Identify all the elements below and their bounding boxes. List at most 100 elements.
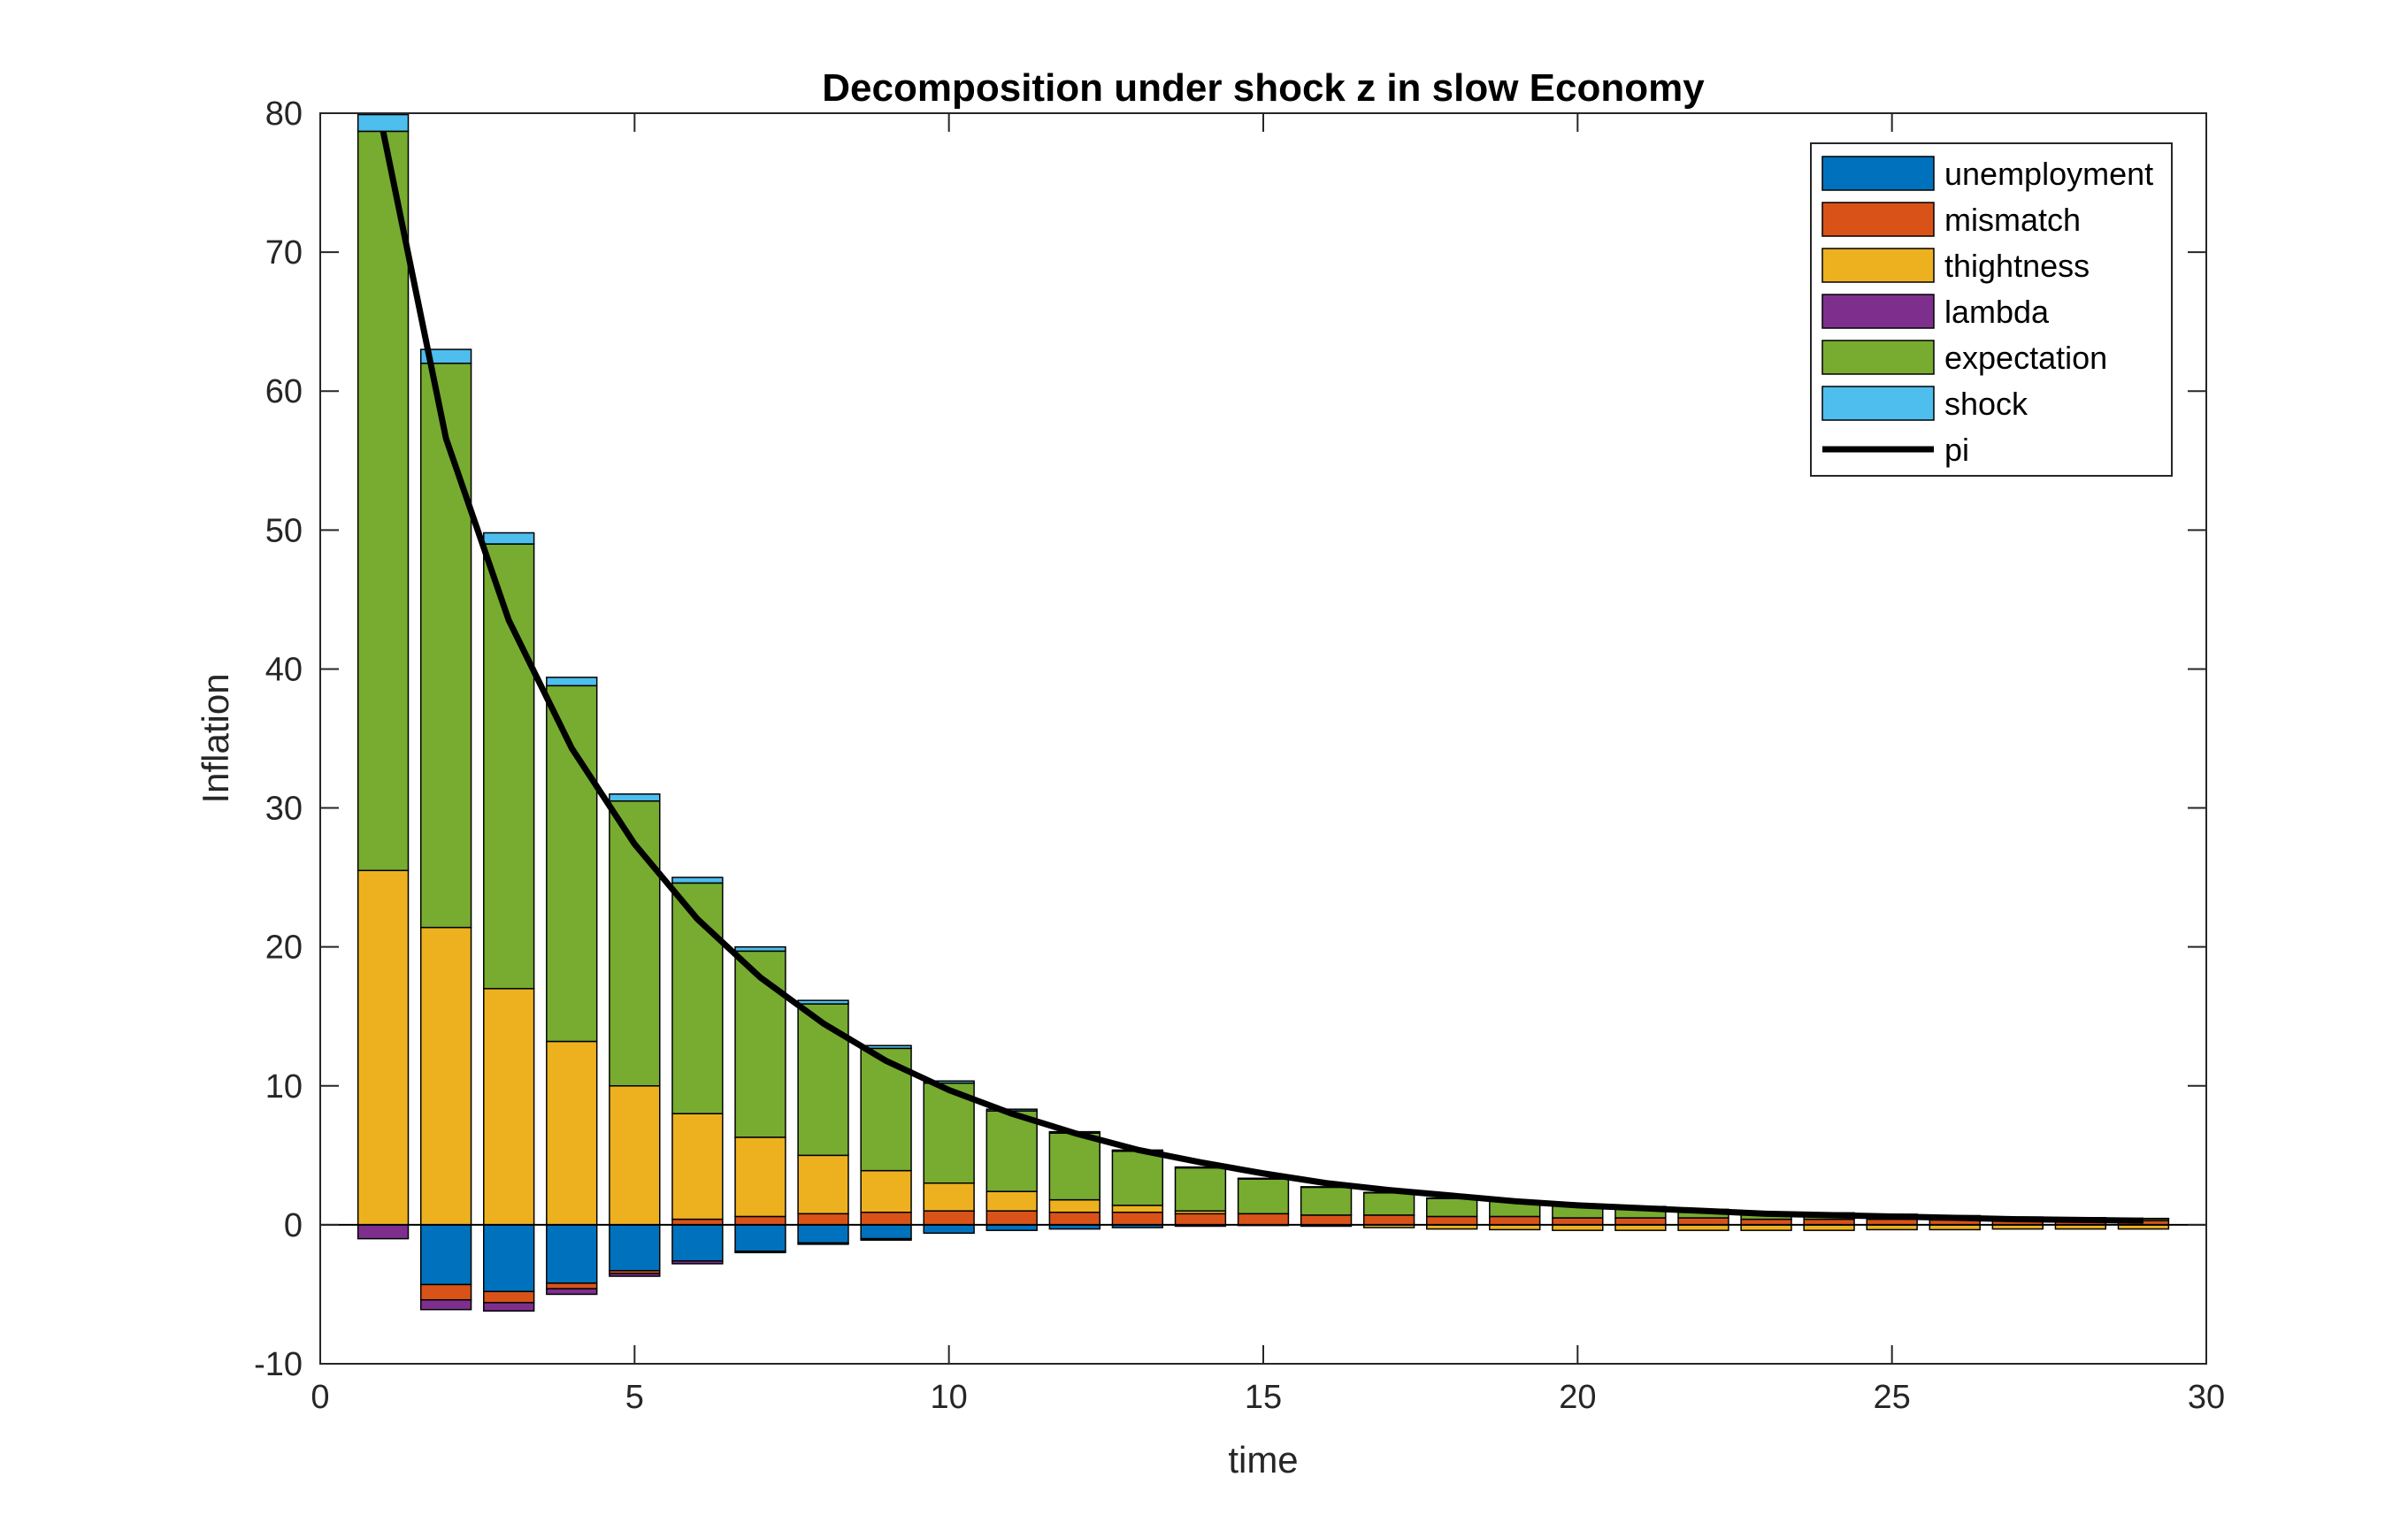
- bar-thightness: [734, 1136, 786, 1218]
- bar-mismatch: [1048, 1211, 1100, 1226]
- y-tick-label: 40: [265, 651, 303, 688]
- y-tick-label: -10: [254, 1346, 303, 1383]
- y-axis-label: Inflation: [195, 673, 236, 803]
- bar-shock: [671, 876, 724, 884]
- bar-expectation: [1048, 1132, 1100, 1201]
- y-tick-label: 20: [265, 930, 303, 967]
- bar-lambda: [609, 1273, 661, 1277]
- legend-label-pi: pi: [1944, 432, 1969, 468]
- bar-shock: [357, 113, 410, 133]
- bar-expectation: [1237, 1178, 1290, 1215]
- legend: unemployment mismatch thightness lambda expe…: [1810, 142, 2173, 477]
- legend-label-thightness: thightness: [1944, 248, 2090, 284]
- y-tick-label: 10: [265, 1068, 303, 1106]
- y-tick-label: 70: [265, 234, 303, 272]
- bar-expectation: [419, 363, 472, 929]
- bar-lambda: [357, 1224, 410, 1240]
- bar-lambda: [671, 1259, 724, 1265]
- legend-swatch-mismatch: [1821, 202, 1935, 237]
- bar-lambda: [860, 1237, 912, 1241]
- bar-mismatch: [1489, 1215, 1541, 1226]
- legend-label-unemployment: unemployment: [1944, 156, 2153, 192]
- bar-thightness: [985, 1190, 1038, 1212]
- x-axis-label: time: [1228, 1439, 1298, 1481]
- bar-mismatch: [1362, 1214, 1415, 1226]
- bar-thightness: [546, 1040, 598, 1226]
- bar-thightness: [671, 1113, 724, 1220]
- bar-unemployment: [546, 1224, 598, 1284]
- bar-unemployment: [483, 1224, 535, 1293]
- bar-expectation: [734, 950, 786, 1138]
- bar-shock: [419, 348, 472, 364]
- bar-expectation: [1300, 1186, 1353, 1216]
- bar-unemployment: [860, 1224, 912, 1240]
- bar-thightness: [860, 1169, 912, 1213]
- bar-unemployment: [671, 1224, 724, 1262]
- legend-label-mismatch: mismatch: [1944, 202, 2081, 238]
- chart-title: Decomposition under shock z in slow Econ…: [822, 66, 1705, 110]
- bar-unemployment: [419, 1224, 472, 1286]
- y-tick-label: 30: [265, 791, 303, 828]
- bar-expectation: [1426, 1197, 1478, 1218]
- bar-thightness: [797, 1154, 849, 1215]
- x-tick-label: 25: [1874, 1379, 1911, 1416]
- y-tick-label: 50: [265, 512, 303, 549]
- bar-expectation: [546, 685, 598, 1043]
- bar-expectation: [1111, 1150, 1164, 1206]
- bar-lambda: [546, 1288, 598, 1296]
- bar-mismatch: [1300, 1214, 1353, 1226]
- bar-expectation: [1362, 1192, 1415, 1216]
- legend-label-lambda: lambda: [1944, 294, 2050, 330]
- bar-lambda: [483, 1302, 535, 1312]
- x-tick-label: 5: [625, 1379, 644, 1416]
- bar-unemployment: [609, 1224, 661, 1272]
- bar-mismatch: [985, 1210, 1038, 1226]
- bar-expectation: [797, 1003, 849, 1157]
- bar-mismatch: [1426, 1215, 1478, 1226]
- bar-thightness: [357, 869, 410, 1226]
- bar-shock: [546, 677, 598, 687]
- bar-expectation: [357, 130, 410, 872]
- bar-lambda: [419, 1298, 472, 1311]
- bar-thightness: [923, 1182, 975, 1212]
- bar-unemployment: [923, 1224, 975, 1235]
- bars-layer: [357, 113, 2170, 1312]
- bar-mismatch: [734, 1215, 786, 1226]
- legend-label-shock: shock: [1944, 386, 2028, 422]
- x-tick-labels: 0 5 10 15 20 25 30: [311, 1379, 2225, 1416]
- bar-unemployment: [734, 1224, 786, 1252]
- bar-unemployment: [797, 1224, 849, 1244]
- y-tick-label: 0: [284, 1207, 303, 1244]
- x-tick-label: 0: [311, 1379, 329, 1416]
- line-layer: [380, 130, 2143, 1224]
- bar-mismatch: [546, 1282, 598, 1289]
- bar-shock: [609, 793, 661, 802]
- x-tick-label: 20: [1559, 1379, 1596, 1416]
- bar-mismatch: [1614, 1217, 1667, 1226]
- bar-expectation: [923, 1082, 975, 1184]
- bar-mismatch: [860, 1211, 912, 1226]
- legend-swatch-unemployment: [1821, 156, 1935, 191]
- bar-lambda: [797, 1242, 849, 1245]
- y-tick-label: 80: [265, 96, 303, 133]
- bar-thightness: [419, 926, 472, 1226]
- bar-mismatch: [419, 1283, 472, 1301]
- bar-thightness: [1048, 1198, 1100, 1213]
- bar-shock: [734, 945, 786, 953]
- bar-thightness: [483, 988, 535, 1226]
- y-tick-label: 60: [265, 373, 303, 410]
- bar-mismatch: [1677, 1217, 1729, 1226]
- bar-expectation: [985, 1110, 1038, 1192]
- bar-mismatch: [797, 1213, 849, 1226]
- legend-swatch-shock: [1821, 386, 1935, 421]
- bar-mismatch: [1237, 1213, 1290, 1226]
- legend-swatch-expectation: [1821, 340, 1935, 375]
- bar-lambda: [734, 1250, 786, 1254]
- bar-mismatch: [1552, 1217, 1604, 1226]
- bar-mismatch: [1111, 1211, 1164, 1226]
- bar-shock: [923, 1080, 975, 1084]
- x-tick-label: 10: [931, 1379, 968, 1416]
- bar-expectation: [483, 543, 535, 990]
